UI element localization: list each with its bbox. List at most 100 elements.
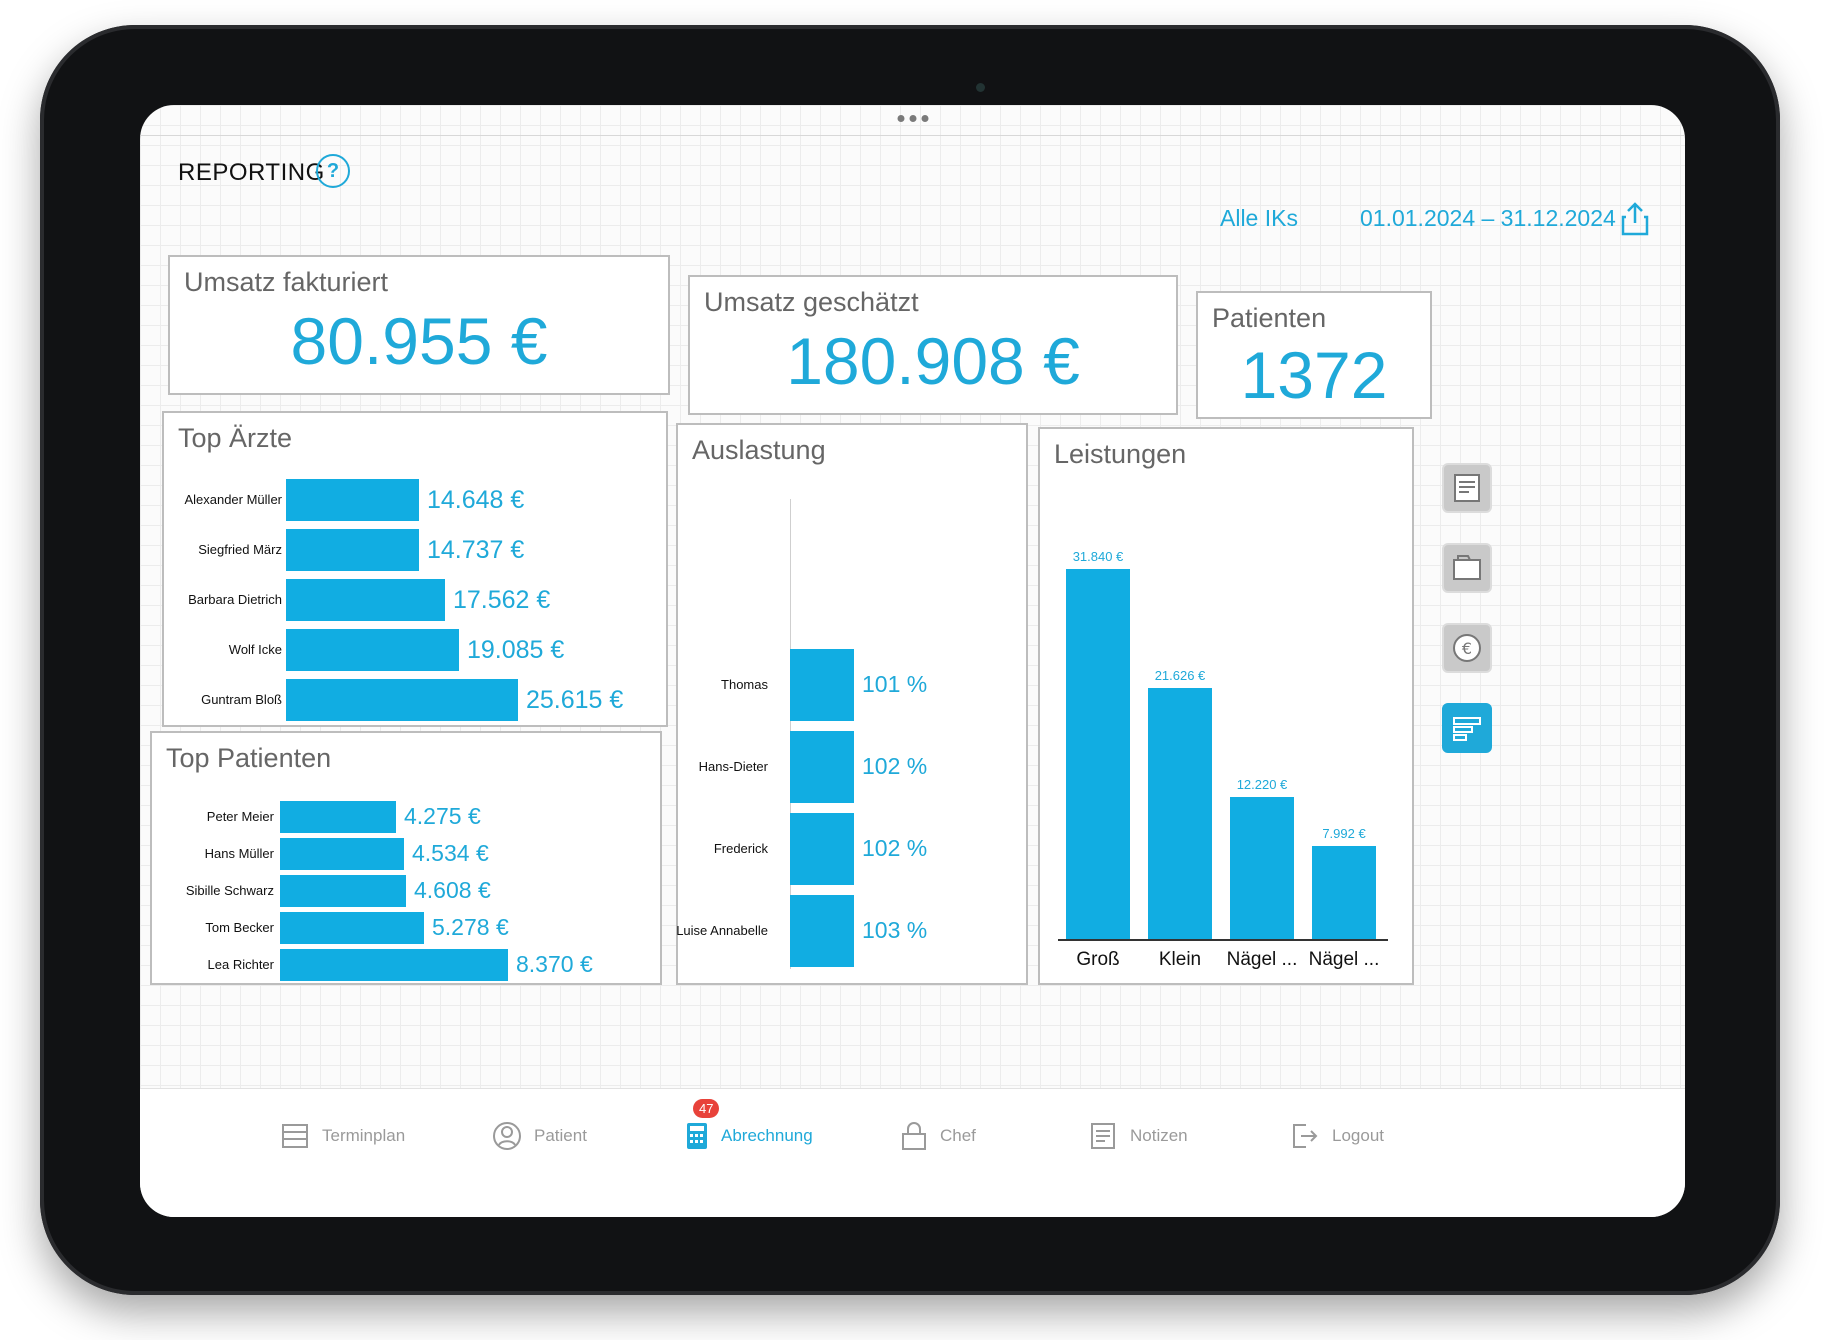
kpi-patienten: Patienten 1372 [1196, 291, 1432, 419]
report-icon [1453, 717, 1481, 741]
bar[interactable] [790, 731, 854, 803]
kpi-value: 80.955 € [290, 304, 548, 378]
card-title: Top Patienten [166, 743, 332, 773]
bar[interactable] [280, 875, 406, 907]
app-screen: REPORTING ? Alle IKs 01.01.2024 – 31.12.… [140, 105, 1685, 1217]
kpi-value: 180.908 € [786, 324, 1080, 398]
side-button-folder[interactable] [1442, 543, 1492, 593]
bar[interactable] [790, 813, 854, 885]
tab-bar: Terminplan Patient 47 Abrechnung Chef No… [140, 1088, 1685, 1217]
bar-value: 19.085 € [467, 636, 565, 664]
tab-label: Chef [940, 1126, 976, 1145]
bar-value: 4.275 € [404, 803, 481, 829]
kpi-label: Umsatz geschätzt [704, 287, 919, 317]
bar[interactable] [280, 801, 396, 833]
bar-label: Hans Müller [204, 846, 274, 861]
bar[interactable] [1312, 846, 1376, 939]
tab-label: Logout [1332, 1126, 1384, 1145]
bar-label: Peter Meier [206, 809, 274, 824]
document-icon [1454, 474, 1480, 502]
notes-icon [1091, 1123, 1115, 1149]
bar-value: 31.840 € [1072, 549, 1124, 564]
bar[interactable] [1230, 797, 1294, 939]
card-title: Auslastung [692, 435, 826, 465]
bar[interactable] [286, 629, 459, 671]
bar-value: 14.648 € [427, 486, 525, 514]
bar-label: Hans-Dieter [698, 759, 768, 774]
card-title: Leistungen [1054, 439, 1187, 469]
euro-icon: € [1453, 634, 1481, 662]
logout-icon [1293, 1124, 1318, 1148]
side-button-report[interactable] [1442, 703, 1492, 753]
auslastung-card: Auslastung Thomas 101 % Hans-Dieter 102 % Fr… [676, 423, 1028, 985]
bar-label: Siegfried März [198, 542, 282, 557]
bar-value: 21.626 € [1154, 668, 1206, 683]
tab-chef[interactable]: Chef [900, 1121, 976, 1151]
kpi-label: Patienten [1212, 303, 1327, 333]
help-icon[interactable]: ? [316, 154, 350, 188]
tablet-frame: REPORTING ? Alle IKs 01.01.2024 – 31.12.… [40, 25, 1780, 1295]
tab-logout[interactable]: Logout [1290, 1121, 1384, 1151]
bar-value: 4.534 € [412, 840, 489, 866]
user-icon [493, 1122, 521, 1150]
bar[interactable] [280, 949, 508, 981]
bar[interactable] [280, 838, 404, 870]
bar[interactable] [286, 479, 419, 521]
bar[interactable] [790, 895, 854, 967]
bar-value: 7.992 € [1322, 826, 1366, 841]
tab-abrechnung[interactable]: 47 Abrechnung [685, 1099, 813, 1151]
bar-value: 14.737 € [427, 536, 525, 564]
tab-label: Abrechnung [721, 1126, 813, 1145]
bar[interactable] [1148, 688, 1212, 939]
bar-value: 102 % [862, 753, 928, 779]
kpi-value: 1372 [1240, 338, 1388, 412]
side-button-document[interactable] [1442, 463, 1492, 513]
tab-label: Patient [534, 1126, 587, 1145]
side-button-euro[interactable]: € [1442, 623, 1492, 673]
bar-label: Barbara Dietrich [188, 592, 282, 607]
bar[interactable] [286, 529, 419, 571]
bar-label: Sibille Schwarz [185, 883, 274, 898]
bar-label: Wolf Icke [228, 642, 282, 657]
bar-category: Nägel ... [1226, 949, 1298, 970]
tab-terminplan[interactable]: Terminplan [280, 1121, 405, 1151]
bar[interactable] [286, 679, 518, 721]
ik-filter[interactable]: Alle IKs [1220, 205, 1298, 231]
bar-value: 102 % [862, 835, 928, 861]
tab-patient[interactable]: Patient [492, 1121, 587, 1151]
date-range-filter[interactable]: 01.01.2024 – 31.12.2024 [1360, 205, 1616, 231]
tab-notizen[interactable]: Notizen [1088, 1121, 1188, 1151]
bar-value: 12.220 € [1236, 777, 1288, 792]
bar-label: Thomas [721, 677, 768, 692]
multitasking-handle[interactable] [897, 115, 928, 122]
bar-label: Alexander Müller [184, 492, 282, 507]
bar-value: 4.608 € [414, 877, 491, 903]
folder-icon [1453, 555, 1481, 580]
bar[interactable] [286, 579, 445, 621]
notification-badge: 47 [693, 1099, 720, 1118]
lock-icon [902, 1122, 926, 1150]
bar-label: Luise Annabelle [676, 923, 768, 938]
share-icon[interactable] [1620, 201, 1650, 237]
calendar-list-icon [282, 1124, 308, 1148]
calculator-icon [687, 1123, 707, 1149]
bar-label: Tom Becker [205, 920, 274, 935]
bar-value: 25.615 € [526, 686, 624, 714]
tab-label: Terminplan [322, 1126, 406, 1145]
bar-label: Frederick [713, 841, 768, 856]
bar[interactable] [790, 649, 854, 721]
bar-value: 5.278 € [432, 914, 509, 940]
bar[interactable] [280, 912, 424, 944]
bar-category: Groß [1076, 949, 1120, 970]
bar-value: 17.562 € [453, 586, 551, 614]
bar-label: Lea Richter [207, 957, 274, 972]
card-title: Top Ärzte [178, 423, 293, 453]
leistungen-card: Leistungen 31.840 € Groß 21.626 € Klein 12.2… [1038, 427, 1414, 985]
top-aerzte-card: Top Ärzte Alexander Müller 14.648 € Siegfr… [162, 411, 668, 727]
kpi-label: Umsatz fakturiert [184, 267, 389, 297]
bar[interactable] [1066, 569, 1130, 939]
kpi-umsatz-geschaetzt: Umsatz geschätzt 180.908 € [688, 275, 1178, 415]
bar-label: Guntram Bloß [201, 692, 282, 707]
camera-dot [976, 83, 985, 92]
bar-value: 101 % [862, 671, 928, 697]
